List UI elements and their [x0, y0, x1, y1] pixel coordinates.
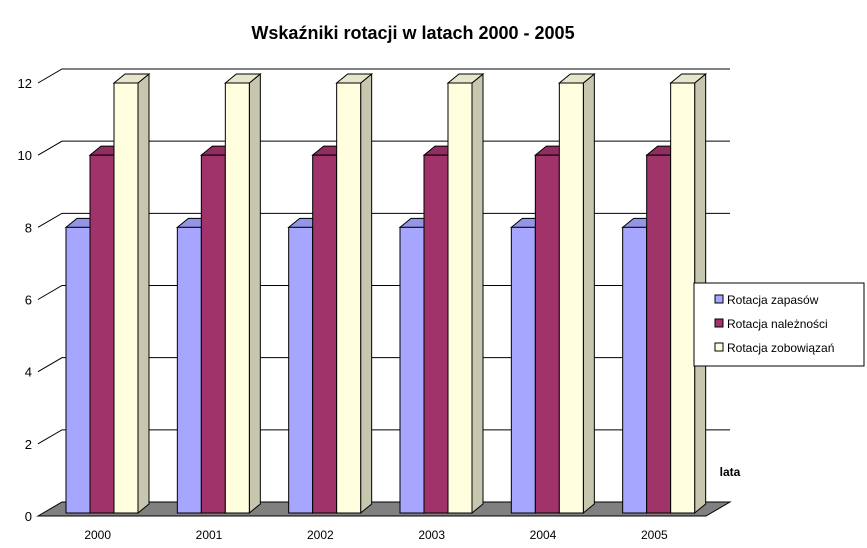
legend-label: Rotacja zobowiązań	[727, 341, 834, 355]
bar-front	[224, 82, 250, 514]
bar	[557, 72, 596, 515]
legend-swatch	[714, 342, 724, 352]
bar-front	[423, 154, 449, 514]
y-tick-label: 10	[18, 148, 32, 163]
x-tick-label: 2005	[641, 528, 668, 542]
bar-front	[288, 226, 314, 514]
bar-side	[360, 72, 373, 515]
bars-layer	[64, 72, 708, 515]
bar-front	[447, 82, 473, 514]
legend-swatch	[714, 318, 724, 328]
bar-front	[89, 154, 115, 514]
bar-front	[670, 82, 696, 514]
bar	[335, 72, 374, 515]
bar-front	[336, 82, 362, 514]
gridline	[37, 429, 730, 445]
y-axis: 0 2 4 6 8 10 12	[18, 76, 32, 524]
bar-side	[471, 72, 484, 515]
legend-label: Rotacja zapasów	[727, 293, 819, 307]
bar-front	[200, 154, 226, 514]
bar-front	[510, 226, 536, 514]
bar-front	[399, 226, 425, 514]
bar-side	[137, 72, 150, 515]
gridline	[37, 68, 730, 84]
legend: Rotacja zapasów Rotacja należności Rotacja…	[693, 282, 865, 367]
y-tick-label: 0	[25, 509, 32, 524]
x-tick-label: 2002	[307, 528, 334, 542]
bar	[446, 72, 485, 515]
bar-front	[312, 154, 338, 514]
bar	[223, 72, 262, 515]
gridline	[37, 140, 730, 156]
bar-front	[558, 82, 584, 514]
gridline	[37, 212, 730, 228]
bar-front	[176, 226, 202, 514]
bar	[669, 72, 708, 515]
y-tick-label: 2	[25, 437, 32, 452]
chart-title: Wskaźniki rotacji w latach 2000 - 2005	[251, 23, 574, 43]
bar-side	[248, 72, 261, 515]
legend-swatch	[714, 294, 724, 304]
y-tick-label: 4	[25, 365, 32, 380]
x-tick-label: 2003	[418, 528, 445, 542]
y-tick-label: 8	[25, 220, 32, 235]
bar-front	[65, 226, 91, 514]
x-tick-label: 2004	[530, 528, 557, 542]
legend-label: Rotacja należności	[727, 317, 828, 331]
x-tick-label: 2001	[196, 528, 223, 542]
bar-front	[534, 154, 560, 514]
y-tick-label: 6	[25, 293, 32, 308]
gridline	[37, 285, 730, 300]
grid-layer	[37, 68, 730, 445]
bar	[88, 145, 127, 515]
y-tick-label: 12	[18, 76, 32, 91]
x-axis-label: lata	[720, 465, 741, 479]
gridline	[37, 357, 730, 373]
bar	[112, 72, 151, 515]
bar-front	[646, 154, 672, 514]
bar-front	[622, 226, 648, 514]
x-axis: 2000 2001 2002 2003 2004 2005	[84, 528, 668, 542]
x-tick-label: 2000	[84, 528, 111, 542]
bar-front	[113, 82, 139, 514]
bar-side	[582, 72, 595, 515]
